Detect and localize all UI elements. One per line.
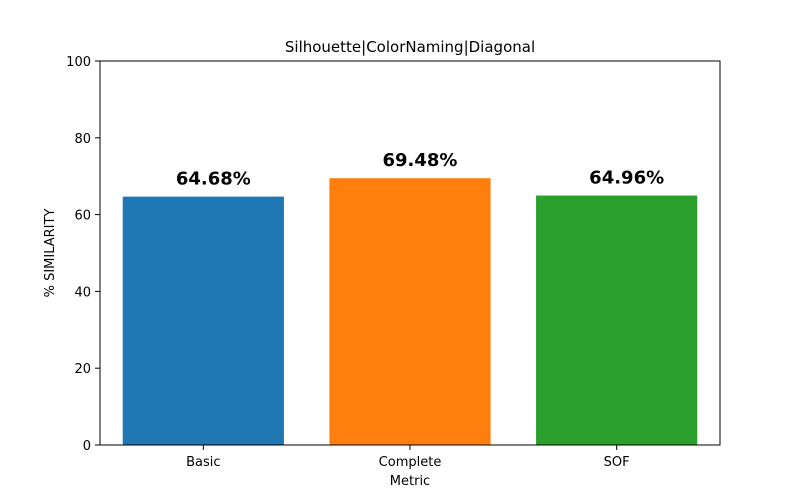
x-tick-label: SOF (604, 455, 630, 470)
bar-sof (536, 195, 698, 445)
y-tick-label: 60 (74, 209, 91, 224)
value-labels-group: 64.68% 69.48% 64.96% (176, 150, 664, 189)
y-tick-label: 20 (74, 362, 91, 377)
x-tick-label: Complete (379, 455, 442, 470)
chart-title: Silhouette|ColorNaming|Diagonal (285, 38, 535, 56)
bar-complete (329, 178, 491, 446)
y-axis: 0 20 40 60 80 100 (66, 55, 100, 454)
x-axis-label: Metric (390, 474, 430, 489)
value-label-complete: 69.48% (383, 150, 458, 171)
bar-basic (122, 196, 284, 445)
y-tick-label: 80 (74, 132, 91, 147)
x-axis: Basic Complete SOF (186, 445, 630, 470)
y-tick-label: 40 (74, 285, 91, 300)
value-label-sof: 64.96% (589, 168, 664, 189)
y-tick-label: 100 (66, 55, 91, 70)
y-axis-label: % SIMILARITY (43, 209, 58, 298)
y-tick-label: 0 (83, 439, 91, 454)
x-tick-label: Basic (186, 455, 220, 470)
bars-group (122, 178, 698, 446)
value-label-basic: 64.68% (176, 169, 251, 190)
